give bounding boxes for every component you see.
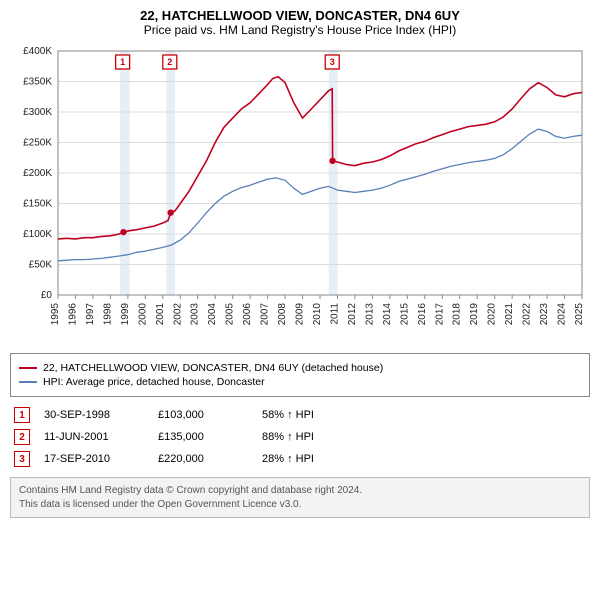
svg-text:2012: 2012 [347, 303, 358, 326]
svg-text:2009: 2009 [295, 303, 306, 326]
svg-text:2010: 2010 [312, 303, 323, 326]
footer-line: Contains HM Land Registry data © Crown c… [19, 484, 581, 498]
transaction-date: 17-SEP-2010 [44, 453, 144, 465]
svg-text:£250K: £250K [23, 138, 52, 149]
legend-label: 22, HATCHELLWOOD VIEW, DONCASTER, DN4 6U… [43, 362, 383, 374]
svg-text:2025: 2025 [574, 303, 585, 326]
svg-text:2001: 2001 [155, 303, 166, 326]
legend-label: HPI: Average price, detached house, Donc… [43, 376, 265, 388]
svg-text:2003: 2003 [190, 303, 201, 326]
footer-line: This data is licensed under the Open Gov… [19, 498, 581, 512]
transaction-price: £220,000 [158, 453, 248, 465]
svg-text:3: 3 [330, 57, 335, 67]
svg-text:2024: 2024 [557, 303, 568, 326]
svg-text:2005: 2005 [225, 303, 236, 326]
transaction-row: 1 30-SEP-1998 £103,000 58% ↑ HPI [10, 407, 590, 423]
svg-text:2002: 2002 [172, 303, 183, 326]
svg-text:2021: 2021 [504, 303, 515, 326]
svg-text:1995: 1995 [50, 303, 61, 326]
svg-text:1: 1 [120, 57, 125, 67]
svg-text:£100K: £100K [23, 229, 52, 240]
legend: 22, HATCHELLWOOD VIEW, DONCASTER, DN4 6U… [10, 353, 590, 397]
transaction-marker: 1 [14, 407, 30, 423]
transaction-delta: 28% ↑ HPI [262, 453, 362, 465]
legend-swatch [19, 367, 37, 369]
chart-title: 22, HATCHELLWOOD VIEW, DONCASTER, DN4 6U… [10, 8, 590, 23]
svg-text:1996: 1996 [67, 303, 78, 326]
svg-text:1997: 1997 [85, 303, 96, 326]
transaction-row: 3 17-SEP-2010 £220,000 28% ↑ HPI [10, 451, 590, 467]
svg-text:2022: 2022 [522, 303, 533, 326]
transaction-row: 2 11-JUN-2001 £135,000 88% ↑ HPI [10, 429, 590, 445]
svg-text:2000: 2000 [137, 303, 148, 326]
svg-text:2013: 2013 [364, 303, 375, 326]
svg-text:1998: 1998 [102, 303, 113, 326]
transactions-table: 1 30-SEP-1998 £103,000 58% ↑ HPI 2 11-JU… [10, 407, 590, 467]
svg-text:£200K: £200K [23, 168, 52, 179]
chart-area: £0 £50K £100K £150K £200K £250K £300K £350K £400… [10, 43, 590, 343]
attribution-footer: Contains HM Land Registry data © Crown c… [10, 477, 590, 518]
svg-text:2004: 2004 [207, 303, 218, 326]
legend-swatch [19, 381, 37, 383]
svg-text:2: 2 [167, 57, 172, 67]
svg-text:£350K: £350K [23, 77, 52, 88]
svg-text:2017: 2017 [434, 303, 445, 326]
svg-text:£0: £0 [41, 290, 53, 301]
svg-text:2016: 2016 [417, 303, 428, 326]
transaction-marker: 3 [14, 451, 30, 467]
transaction-delta: 58% ↑ HPI [262, 409, 362, 421]
svg-text:2018: 2018 [452, 303, 463, 326]
svg-text:£400K: £400K [23, 46, 52, 57]
svg-text:2006: 2006 [242, 303, 253, 326]
legend-item: HPI: Average price, detached house, Donc… [19, 376, 581, 388]
transaction-marker: 2 [14, 429, 30, 445]
svg-text:£150K: £150K [23, 199, 52, 210]
svg-text:£300K: £300K [23, 107, 52, 118]
svg-text:2023: 2023 [539, 303, 550, 326]
transaction-price: £135,000 [158, 431, 248, 443]
svg-text:2007: 2007 [260, 303, 271, 326]
svg-text:2019: 2019 [469, 303, 480, 326]
svg-text:2014: 2014 [382, 303, 393, 326]
svg-text:1999: 1999 [120, 303, 131, 326]
transaction-date: 30-SEP-1998 [44, 409, 144, 421]
svg-text:2011: 2011 [329, 303, 340, 325]
legend-item: 22, HATCHELLWOOD VIEW, DONCASTER, DN4 6U… [19, 362, 581, 374]
chart-subtitle: Price paid vs. HM Land Registry's House … [10, 23, 590, 37]
transaction-delta: 88% ↑ HPI [262, 431, 362, 443]
line-chart: £0 £50K £100K £150K £200K £250K £300K £350K £400… [10, 43, 590, 343]
svg-text:2020: 2020 [487, 303, 498, 326]
svg-text:2008: 2008 [277, 303, 288, 326]
transaction-date: 11-JUN-2001 [44, 431, 144, 443]
svg-text:£50K: £50K [29, 260, 53, 271]
svg-text:2015: 2015 [399, 303, 410, 326]
transaction-price: £103,000 [158, 409, 248, 421]
